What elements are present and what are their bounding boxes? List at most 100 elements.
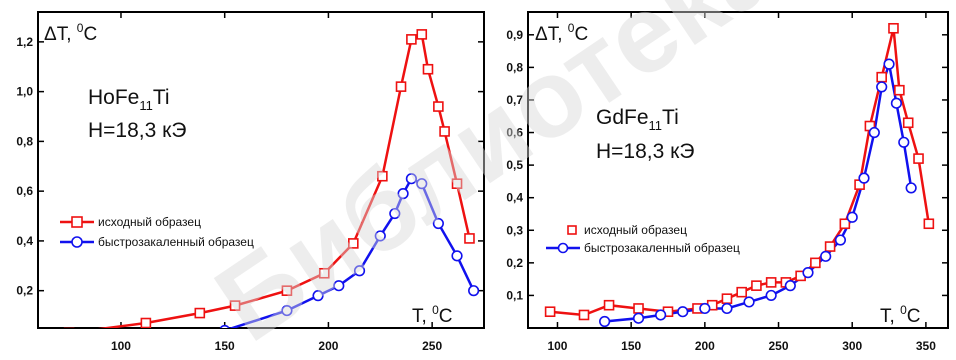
right-quenched-data-point <box>846 211 858 223</box>
left-initial-data-point <box>464 233 475 244</box>
right-y-tick-label: 0,7 <box>506 93 523 107</box>
left-plot-frame <box>37 11 485 329</box>
right-initial-data-point <box>913 153 924 164</box>
left-initial-data-point <box>377 170 388 182</box>
left-quenched-data-point <box>333 280 345 292</box>
right-initial-data-point <box>544 306 556 318</box>
left-initial-data-point <box>433 101 444 112</box>
left-x-axis-title: T, 0C <box>412 303 452 327</box>
right-y-tick-label: 0,4 <box>506 191 523 205</box>
left-initial-data-point <box>229 300 241 311</box>
left-panel: 100 150 200 250 0,2 0,4 0,6 0,8 1,0 1,2 ΔT, 0C T… <box>16 11 485 353</box>
right-quenched-data-point <box>632 312 645 324</box>
left-quenched-data-point <box>432 217 444 230</box>
right-series-initial-points <box>544 22 935 321</box>
left-x-tick-label: 250 <box>422 339 442 353</box>
right-initial-data-point <box>876 71 887 83</box>
right-quenched-data-point <box>655 309 667 321</box>
left-x-tick-label: 200 <box>318 339 338 353</box>
left-field-label: H=18,3 кЭ <box>88 119 186 142</box>
right-y-tick-label: 0,6 <box>506 126 523 140</box>
left-quenched-data-point <box>389 207 401 220</box>
left-quenched-data-point <box>405 173 417 185</box>
left-legend-quenched-label: быстрозакаленный образец <box>98 235 254 249</box>
right-initial-data-point <box>751 280 762 291</box>
right-x-tick-label: 200 <box>695 339 715 353</box>
left-initial-data-point <box>194 307 206 319</box>
left-x-tick-label: 150 <box>215 339 235 353</box>
right-x-axis-title: T, 0C <box>880 303 920 327</box>
left-quenched-data-point <box>312 290 324 302</box>
left-quenched-data-point <box>416 178 428 190</box>
left-series-quenched-points <box>199 173 480 341</box>
right-y-tick-label: 0,9 <box>506 28 523 42</box>
right-legend-quenched-label: быстрозакаленный образец <box>584 241 740 255</box>
left-initial-data-point <box>281 285 293 296</box>
left-series-initial-line <box>97 32 471 328</box>
right-quenched-data-point <box>677 306 689 318</box>
right-y-tick-label: 0,2 <box>506 256 523 270</box>
right-legend-quenched-marker <box>557 242 569 254</box>
left-quenched-data-point <box>468 285 480 297</box>
right-quenched-data-point <box>784 280 796 292</box>
right-y-tick-label: 0,8 <box>506 60 523 74</box>
right-quenched-data-point <box>890 97 903 109</box>
left-x-ticks: 100 150 200 250 <box>111 12 442 353</box>
right-initial-data-point <box>902 117 914 129</box>
right-x-tick-label: 350 <box>916 339 936 353</box>
left-initial-data-point <box>439 126 450 137</box>
right-initial-data-point <box>603 299 615 311</box>
left-initial-data-point <box>140 317 152 328</box>
right-legend: исходный образец быстрозакаленный образе… <box>546 223 740 255</box>
right-quenched-data-point <box>765 289 777 302</box>
right-x-tick-label: 300 <box>842 339 862 353</box>
right-panel: 100 150 200 250 300 350 0,1 0,2 0,3 0,4 0,5 0,6 0,7… <box>506 11 949 353</box>
right-quenched-data-point <box>834 234 847 246</box>
right-x-tick-label: 250 <box>769 339 789 353</box>
right-initial-data-point <box>839 218 851 230</box>
left-initial-data-point <box>63 327 75 328</box>
right-initial-data-point <box>923 218 935 230</box>
right-quenched-data-point <box>599 315 611 328</box>
left-initial-data-point <box>416 29 428 40</box>
left-y-axis-title: ΔT, 0C <box>44 21 97 45</box>
left-legend-quenched-marker <box>71 236 83 248</box>
right-initial-data-point <box>765 277 777 288</box>
right-quenched-data-point <box>868 126 880 139</box>
right-x-ticks: 100 150 200 250 300 350 <box>547 12 936 353</box>
right-legend-initial-label: исходный образец <box>584 223 687 237</box>
left-quenched-data-point <box>353 265 366 277</box>
right-initial-data-point <box>721 293 733 304</box>
left-initial-data-point <box>451 178 463 189</box>
left-quenched-data-point <box>397 188 409 200</box>
left-quenched-data-point <box>199 331 209 341</box>
right-y-ticks: 0,1 0,2 0,3 0,4 0,5 0,6 0,7 0,8 0,9 <box>506 28 948 302</box>
right-quenched-data-point <box>721 302 733 315</box>
right-field-label: H=18,3 кЭ <box>596 140 694 163</box>
right-quenched-data-point <box>699 302 711 315</box>
left-quenched-data-point <box>281 304 293 317</box>
right-initial-data-point <box>633 303 644 314</box>
right-quenched-data-point <box>743 296 755 308</box>
left-initial-data-point <box>406 34 417 45</box>
right-quenched-data-point <box>858 172 870 184</box>
left-compound-label: HoFe11Ti <box>88 86 170 113</box>
right-compound-label: GdFe11Ti <box>596 106 679 133</box>
right-initial-data-point <box>810 257 821 269</box>
left-y-tick-label: 0,4 <box>16 234 33 248</box>
left-x-tick-label: 100 <box>111 339 131 353</box>
right-quenched-data-point <box>802 267 814 279</box>
left-legend-initial-marker <box>71 216 83 228</box>
right-initial-data-point <box>888 22 899 34</box>
right-quenched-data-point <box>883 58 895 70</box>
right-series-quenched-points <box>599 58 917 328</box>
right-quenched-data-point <box>898 136 910 148</box>
left-y-tick-label: 0,2 <box>16 284 33 298</box>
right-y-tick-label: 0,1 <box>506 288 523 302</box>
right-quenched-data-point <box>876 81 888 93</box>
left-y-ticks: 0,2 0,4 0,6 0,8 1,0 1,2 <box>16 35 484 298</box>
right-initial-data-point <box>578 309 590 321</box>
left-initial-data-point <box>318 267 330 279</box>
left-initial-data-point <box>348 238 359 249</box>
